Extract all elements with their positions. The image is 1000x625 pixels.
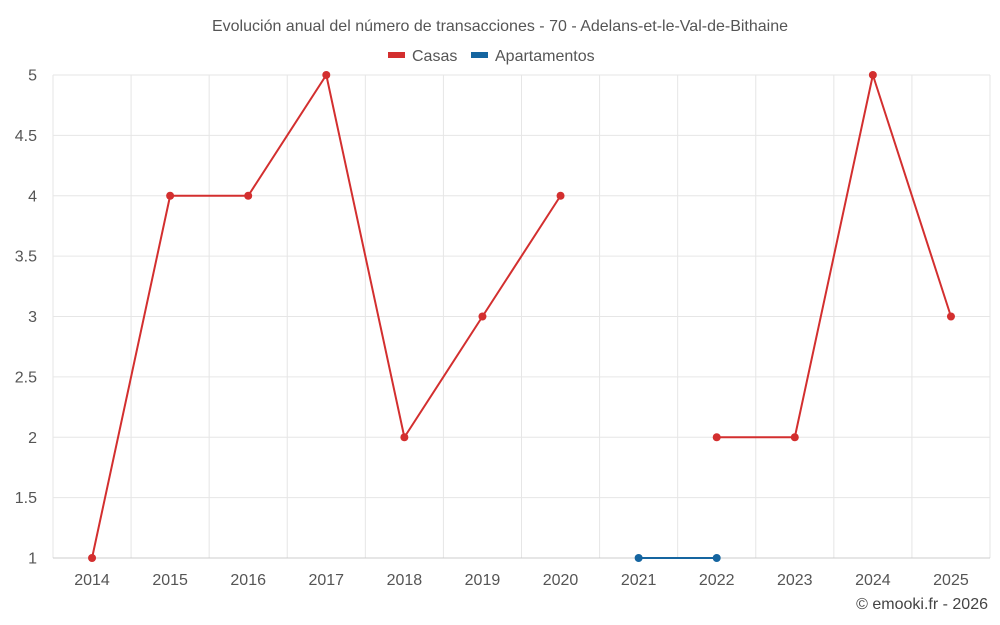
data-point[interactable] (634, 554, 643, 562)
legend-swatch (471, 52, 488, 58)
x-tick-label: 2018 (387, 572, 423, 589)
data-point[interactable] (322, 71, 331, 79)
x-tick-label: 2019 (465, 572, 501, 589)
data-point[interactable] (946, 312, 955, 321)
x-tick-label: 2025 (933, 572, 969, 589)
data-point[interactable] (868, 71, 877, 79)
data-point[interactable] (478, 312, 487, 321)
data-point[interactable] (400, 433, 409, 442)
credit-text: © emooki.fr - 2026 (856, 596, 988, 613)
series-line (716, 74, 952, 439)
legend-swatch (388, 52, 405, 58)
x-tick-label: 2024 (855, 572, 891, 589)
x-axis: 2014 2015 2016 2017 2018 2019 2020 2021 2022 2023… (74, 572, 969, 589)
y-tick-label: 2.5 (15, 369, 37, 386)
chart-title: Evolución anual del número de transaccio… (212, 18, 788, 35)
series-group (88, 71, 955, 562)
data-point[interactable] (244, 191, 253, 200)
data-point[interactable] (88, 554, 97, 562)
series-apartamentos (634, 554, 721, 562)
y-tick-label: 3 (28, 309, 37, 326)
x-tick-label: 2022 (699, 572, 735, 589)
data-point[interactable] (556, 191, 565, 200)
y-tick-label: 2 (28, 430, 37, 447)
y-tick-label: 1.5 (15, 490, 37, 507)
y-tick-label: 5 (28, 68, 37, 85)
y-tick-label: 4.5 (15, 128, 37, 145)
legend-item-apartamentos[interactable]: Apartamentos (471, 48, 595, 65)
x-tick-label: 2016 (230, 572, 266, 589)
data-point[interactable] (712, 433, 721, 442)
y-axis: 1 1.5 2 2.5 3 3.5 4 4.5 5 (15, 68, 37, 568)
legend-label: Apartamentos (495, 48, 595, 65)
legend-label: Casas (412, 48, 457, 65)
x-tick-label: 2017 (308, 572, 344, 589)
data-point[interactable] (790, 433, 799, 442)
data-point[interactable] (712, 554, 721, 562)
legend: Casas Apartamentos (388, 48, 595, 65)
y-tick-label: 4 (28, 188, 37, 205)
legend-item-casas[interactable]: Casas (388, 48, 457, 65)
x-tick-label: 2015 (152, 572, 188, 589)
x-tick-label: 2014 (74, 572, 110, 589)
y-tick-label: 3.5 (15, 249, 37, 266)
x-tick-label: 2023 (777, 572, 813, 589)
data-point[interactable] (166, 191, 175, 200)
series-casas (88, 71, 955, 562)
y-tick-label: 1 (28, 551, 37, 568)
grid-lines (52, 74, 991, 559)
x-tick-label: 2020 (543, 572, 579, 589)
x-tick-label: 2021 (621, 572, 657, 589)
